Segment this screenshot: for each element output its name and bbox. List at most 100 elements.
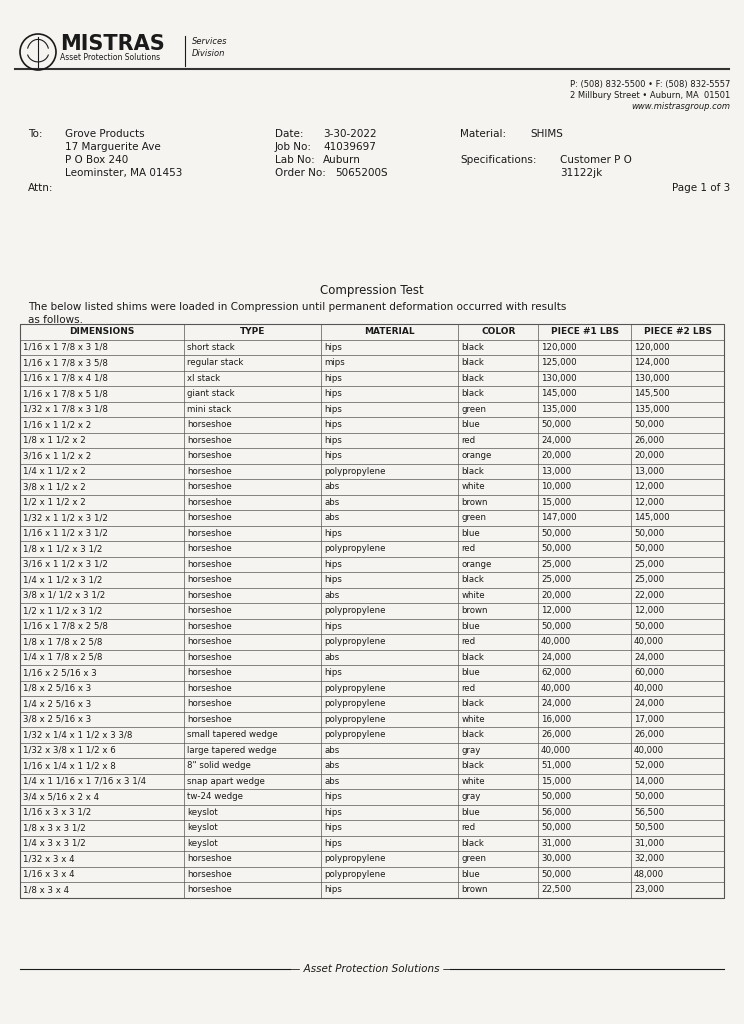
Text: 1/4 x 1 1/2 x 3 1/2: 1/4 x 1 1/2 x 3 1/2	[23, 575, 103, 585]
Text: 15,000: 15,000	[541, 777, 571, 785]
Text: black: black	[461, 343, 484, 352]
Text: horseshoe: horseshoe	[187, 436, 231, 444]
Text: horseshoe: horseshoe	[187, 452, 231, 460]
Text: horseshoe: horseshoe	[187, 652, 231, 662]
Text: 40,000: 40,000	[541, 745, 571, 755]
Text: horseshoe: horseshoe	[187, 498, 231, 507]
Text: 50,000: 50,000	[541, 869, 571, 879]
Text: black: black	[461, 575, 484, 585]
Text: 31122jk: 31122jk	[560, 168, 602, 178]
Text: horseshoe: horseshoe	[187, 544, 231, 553]
Text: — Asset Protection Solutions —: — Asset Protection Solutions —	[290, 964, 454, 974]
Text: 20,000: 20,000	[541, 452, 571, 460]
Text: 147,000: 147,000	[541, 513, 577, 522]
Text: 1/4 x 2 5/16 x 3: 1/4 x 2 5/16 x 3	[23, 699, 92, 709]
Text: horseshoe: horseshoe	[187, 886, 231, 894]
Text: abs: abs	[324, 761, 339, 770]
Text: hips: hips	[324, 823, 342, 833]
Text: 26,000: 26,000	[541, 730, 571, 739]
Text: 1/8 x 3 x 3 1/2: 1/8 x 3 x 3 1/2	[23, 823, 86, 833]
Text: 3/8 x 1/ 1/2 x 3 1/2: 3/8 x 1/ 1/2 x 3 1/2	[23, 591, 105, 600]
Text: 145,000: 145,000	[541, 389, 577, 398]
Text: To:: To:	[28, 129, 42, 139]
Text: horseshoe: horseshoe	[187, 637, 231, 646]
Text: 1/16 x 2 5/16 x 3: 1/16 x 2 5/16 x 3	[23, 669, 97, 677]
Text: white: white	[461, 777, 485, 785]
Text: Job No:: Job No:	[275, 142, 312, 152]
Text: 50,000: 50,000	[634, 544, 664, 553]
Text: Compression Test: Compression Test	[320, 284, 424, 297]
Text: 31,000: 31,000	[634, 839, 664, 848]
Text: 22,500: 22,500	[541, 886, 571, 894]
Text: 40,000: 40,000	[634, 745, 664, 755]
Text: 25,000: 25,000	[541, 560, 571, 568]
Text: regular stack: regular stack	[187, 358, 243, 368]
Text: 120,000: 120,000	[634, 343, 670, 352]
Text: 3-30-2022: 3-30-2022	[323, 129, 376, 139]
Text: 50,000: 50,000	[541, 622, 571, 631]
Text: xl stack: xl stack	[187, 374, 220, 383]
Text: 32,000: 32,000	[634, 854, 664, 863]
Text: 12,000: 12,000	[541, 606, 571, 615]
Text: TYPE: TYPE	[240, 328, 265, 336]
Text: 1/4 x 3 x 3 1/2: 1/4 x 3 x 3 1/2	[23, 839, 86, 848]
Text: black: black	[461, 374, 484, 383]
Text: horseshoe: horseshoe	[187, 560, 231, 568]
Text: horseshoe: horseshoe	[187, 482, 231, 492]
Text: 1/8 x 1 1/2 x 3 1/2: 1/8 x 1 1/2 x 3 1/2	[23, 544, 103, 553]
Text: abs: abs	[324, 513, 339, 522]
Text: Material:: Material:	[460, 129, 506, 139]
Text: 23,000: 23,000	[634, 886, 664, 894]
Text: 1/32 x 1 7/8 x 3 1/8: 1/32 x 1 7/8 x 3 1/8	[23, 404, 108, 414]
Text: 10,000: 10,000	[541, 482, 571, 492]
Text: hips: hips	[324, 528, 342, 538]
Text: horseshoe: horseshoe	[187, 622, 231, 631]
Text: 41039697: 41039697	[323, 142, 376, 152]
Text: 135,000: 135,000	[541, 404, 577, 414]
Text: 1/16 x 1 7/8 x 3 5/8: 1/16 x 1 7/8 x 3 5/8	[23, 358, 108, 368]
Text: 56,500: 56,500	[634, 808, 664, 817]
Text: 50,000: 50,000	[541, 544, 571, 553]
Text: 3/16 x 1 1/2 x 2: 3/16 x 1 1/2 x 2	[23, 452, 92, 460]
Text: Attn:: Attn:	[28, 183, 54, 193]
Text: 24,000: 24,000	[541, 436, 571, 444]
Text: 1/16 x 1/4 x 1 1/2 x 8: 1/16 x 1/4 x 1 1/2 x 8	[23, 761, 116, 770]
Text: green: green	[461, 404, 487, 414]
Text: orange: orange	[461, 560, 492, 568]
Text: hips: hips	[324, 436, 342, 444]
Text: Order No:: Order No:	[275, 168, 326, 178]
Text: black: black	[461, 699, 484, 709]
Text: 13,000: 13,000	[541, 467, 571, 476]
Text: 1/32 x 3 x 4: 1/32 x 3 x 4	[23, 854, 74, 863]
Text: snap apart wedge: snap apart wedge	[187, 777, 265, 785]
Text: 26,000: 26,000	[634, 730, 664, 739]
Text: 30,000: 30,000	[541, 854, 571, 863]
Text: polypropylene: polypropylene	[324, 869, 385, 879]
Text: Date:: Date:	[275, 129, 304, 139]
Text: 14,000: 14,000	[634, 777, 664, 785]
Text: 50,000: 50,000	[541, 823, 571, 833]
Text: gray: gray	[461, 745, 481, 755]
Text: black: black	[461, 467, 484, 476]
Text: horseshoe: horseshoe	[187, 606, 231, 615]
Text: hips: hips	[324, 452, 342, 460]
Text: 120,000: 120,000	[541, 343, 577, 352]
Text: black: black	[461, 839, 484, 848]
Text: www.mistrasgroup.com: www.mistrasgroup.com	[631, 102, 730, 111]
Text: hips: hips	[324, 343, 342, 352]
Text: 50,000: 50,000	[541, 420, 571, 429]
Text: 40,000: 40,000	[541, 684, 571, 693]
Text: red: red	[461, 544, 475, 553]
Text: 31,000: 31,000	[541, 839, 571, 848]
Text: 50,000: 50,000	[634, 622, 664, 631]
Text: 5065200S: 5065200S	[335, 168, 388, 178]
Text: hips: hips	[324, 420, 342, 429]
Text: Division: Division	[192, 49, 225, 58]
Text: 3/4 x 5/16 x 2 x 4: 3/4 x 5/16 x 2 x 4	[23, 793, 99, 801]
Text: 20,000: 20,000	[541, 591, 571, 600]
Text: 24,000: 24,000	[541, 699, 571, 709]
Text: blue: blue	[461, 420, 480, 429]
Text: 1/32 x 3/8 x 1 1/2 x 6: 1/32 x 3/8 x 1 1/2 x 6	[23, 745, 116, 755]
Text: tw-24 wedge: tw-24 wedge	[187, 793, 243, 801]
Text: hips: hips	[324, 669, 342, 677]
